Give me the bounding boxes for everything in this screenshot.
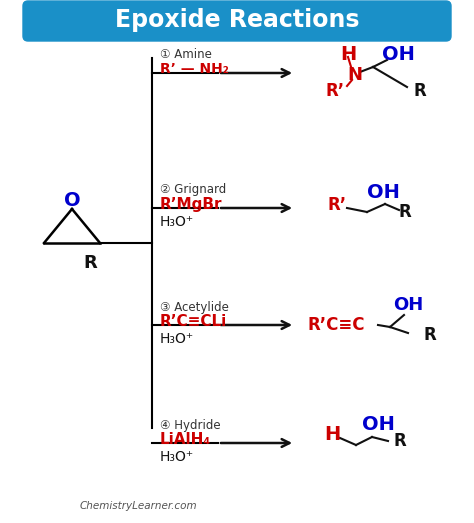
Text: R: R bbox=[399, 203, 411, 221]
Text: N: N bbox=[347, 66, 363, 84]
Text: R’: R’ bbox=[326, 82, 345, 100]
Text: R’MgBr: R’MgBr bbox=[160, 197, 222, 211]
Text: H: H bbox=[340, 44, 356, 63]
Text: ① Amine: ① Amine bbox=[160, 49, 212, 62]
Text: H: H bbox=[324, 426, 340, 445]
Text: R: R bbox=[414, 82, 427, 100]
Text: ② Grignard: ② Grignard bbox=[160, 184, 226, 197]
Text: Epoxide Reactions: Epoxide Reactions bbox=[115, 8, 359, 32]
Text: ③ Acetylide: ③ Acetylide bbox=[160, 301, 229, 313]
Text: H₃O⁺: H₃O⁺ bbox=[160, 332, 194, 346]
Text: R: R bbox=[83, 254, 97, 272]
Text: H₃O⁺: H₃O⁺ bbox=[160, 450, 194, 464]
Text: R’C≡CLi: R’C≡CLi bbox=[160, 313, 227, 328]
Text: ChemistryLearner.com: ChemistryLearner.com bbox=[80, 501, 198, 511]
Text: R: R bbox=[424, 326, 437, 344]
Text: R’ — NH₂: R’ — NH₂ bbox=[160, 62, 229, 76]
Text: H₃O⁺: H₃O⁺ bbox=[160, 215, 194, 229]
Text: OH: OH bbox=[366, 183, 400, 201]
Text: O: O bbox=[64, 191, 80, 210]
Text: OH: OH bbox=[382, 44, 414, 63]
Text: R: R bbox=[393, 432, 406, 450]
Text: OH: OH bbox=[393, 296, 423, 314]
Text: R’: R’ bbox=[328, 196, 346, 214]
Text: LiAlH₄: LiAlH₄ bbox=[160, 431, 211, 447]
Text: OH: OH bbox=[362, 415, 394, 435]
FancyBboxPatch shape bbox=[23, 1, 451, 41]
Text: R’C≡C: R’C≡C bbox=[308, 316, 365, 334]
Text: ④ Hydride: ④ Hydride bbox=[160, 418, 220, 431]
